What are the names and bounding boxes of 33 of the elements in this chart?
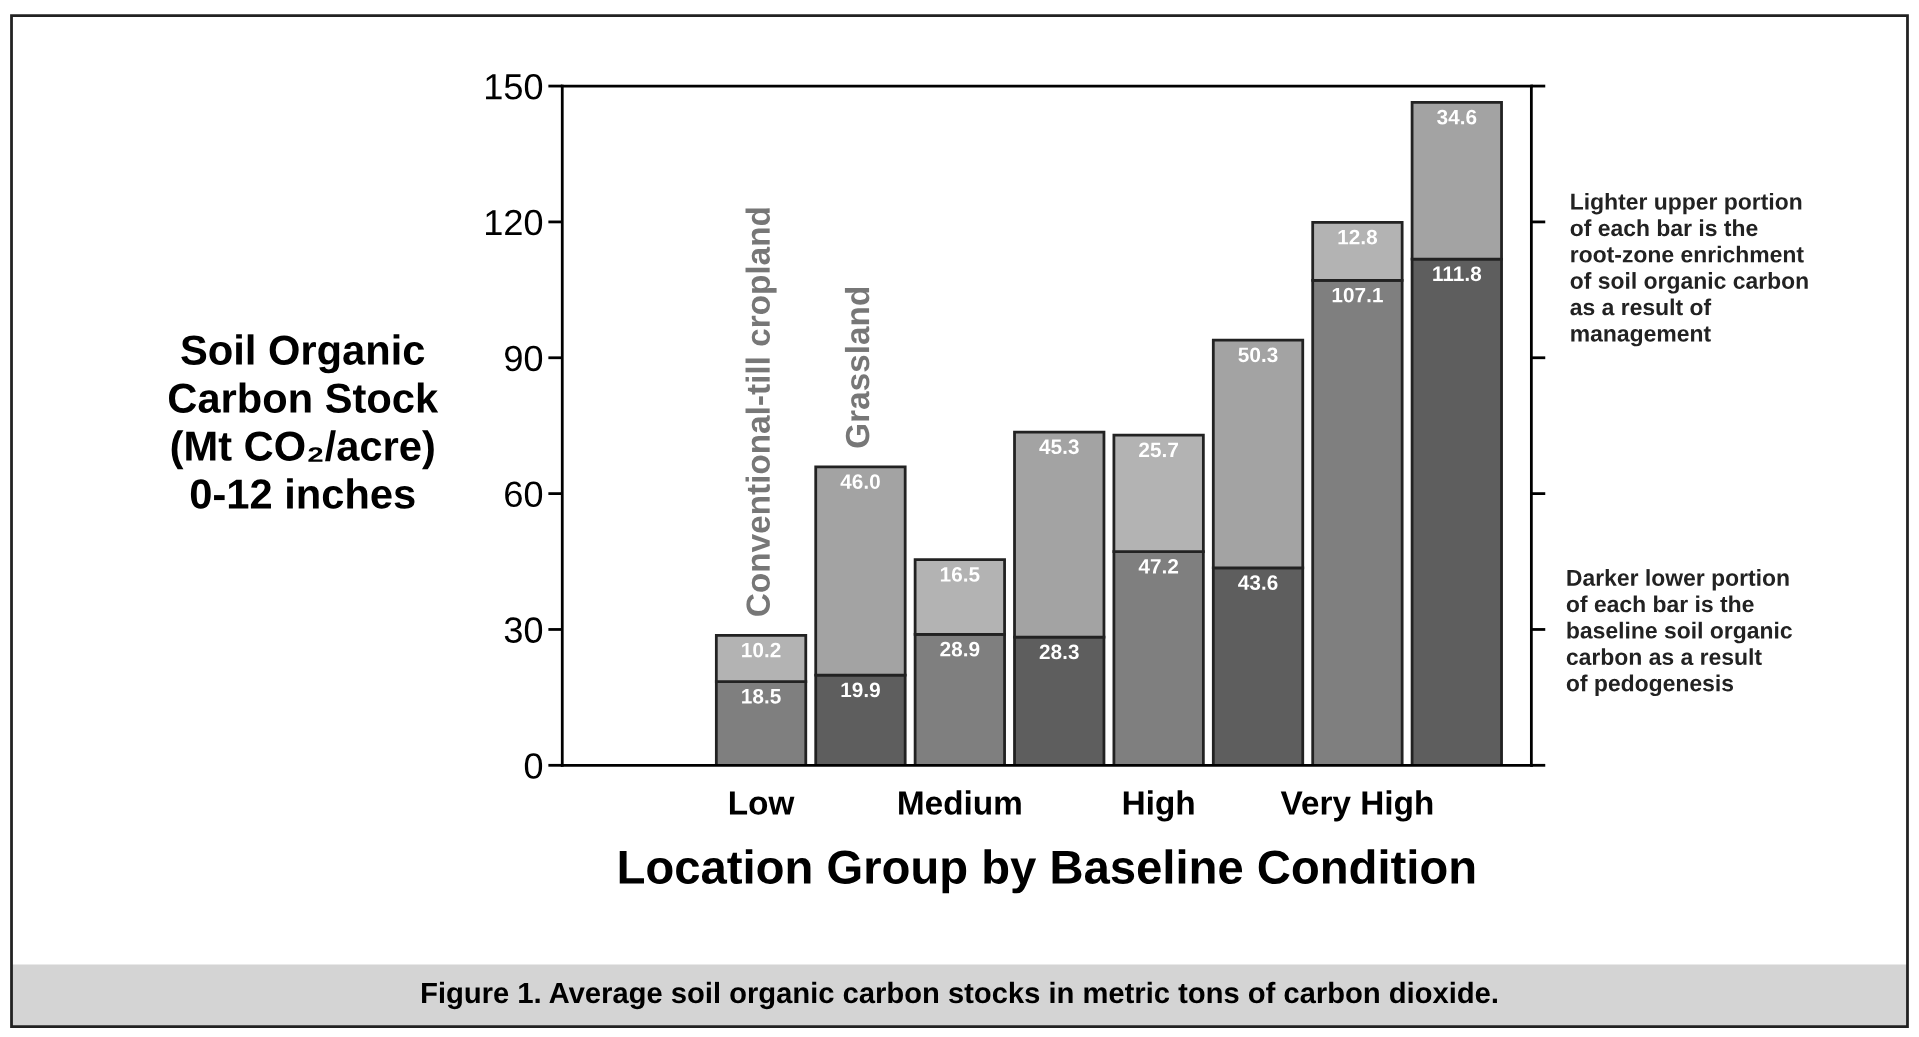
data-label: 10.2 bbox=[742, 642, 781, 658]
x-axis-title: Location Group by Baseline Condition bbox=[619, 849, 1475, 894]
y-tick-label: 30 bbox=[504, 617, 543, 643]
data-label: 46.0 bbox=[840, 474, 880, 489]
y-tick-label: 0 bbox=[524, 753, 543, 779]
data-label: 50.3 bbox=[1238, 347, 1278, 363]
annotation: Grassland bbox=[844, 287, 870, 448]
x-tick-label: Medium bbox=[899, 790, 1021, 815]
y-tick-label: 60 bbox=[505, 481, 543, 508]
data-label: 45.3 bbox=[1039, 439, 1079, 455]
text: Lighter upper portion of each bar is the root-zone enrichment of soil organic carbon as a result of management bbox=[1570, 192, 1808, 347]
data-label: 111.8 bbox=[1433, 266, 1482, 282]
y-tick-label: 90 bbox=[505, 345, 543, 372]
data-label: 43.6 bbox=[1238, 575, 1278, 590]
data-label: 16.5 bbox=[940, 567, 980, 582]
data-label: 12.8 bbox=[1338, 229, 1378, 245]
x-tick-label: Low bbox=[729, 791, 795, 815]
data-label: 25.7 bbox=[1139, 442, 1178, 458]
y-axis-title: Soil Organic Carbon Stock (Mt CO₂/acre) 0-12 inches bbox=[169, 334, 439, 509]
data-label: 34.6 bbox=[1437, 109, 1477, 125]
x-tick-label: High bbox=[1123, 790, 1194, 822]
y-tick-label: 120 bbox=[486, 209, 543, 236]
data-label: 28.3 bbox=[1039, 644, 1079, 660]
x-tick-label: Very High bbox=[1280, 790, 1433, 822]
caption: Figure 1. Average soil organic carbon stocks in metric tons of carbon dioxide. bbox=[422, 981, 1497, 1010]
data-label: 47.2 bbox=[1138, 558, 1179, 574]
data-label: 28.9 bbox=[940, 641, 980, 657]
text: Darker lower portion of each bar is the baseline soil organic carbon as a result of pedogenesis bbox=[1566, 569, 1792, 697]
data-label: 107.1 bbox=[1332, 287, 1383, 303]
data-label: 18.5 bbox=[742, 688, 781, 704]
data-label: 19.9 bbox=[841, 682, 880, 698]
y-tick-label: 150 bbox=[486, 73, 543, 100]
annotation: Conventional-till cropland bbox=[745, 208, 777, 616]
